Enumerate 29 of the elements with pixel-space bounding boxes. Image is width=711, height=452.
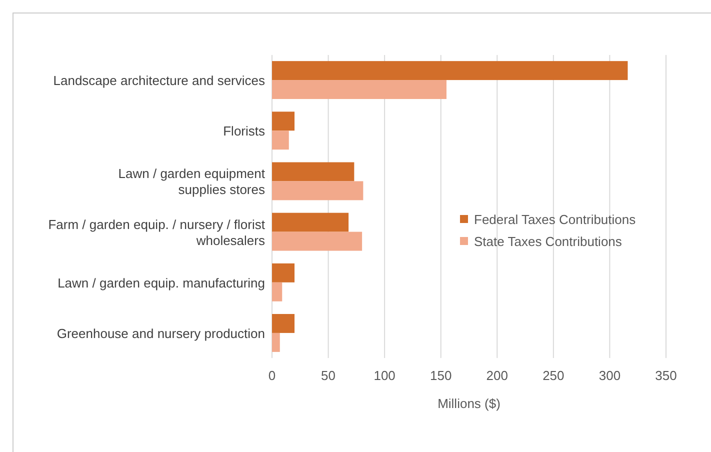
bar bbox=[272, 112, 295, 131]
bar bbox=[272, 80, 446, 100]
bar bbox=[272, 232, 362, 251]
y-tick-label: Greenhouse and nursery production bbox=[56, 326, 265, 341]
y-tick-label: Farm / garden equip. / nursery / florist wholesalers bbox=[48, 216, 266, 248]
bar bbox=[272, 61, 628, 80]
y-tick-label: Lawn / garden equipment supplies stores bbox=[118, 166, 266, 198]
x-tick-label: 150 bbox=[430, 368, 452, 383]
bar bbox=[272, 130, 289, 150]
legend-label: State Taxes Contributions bbox=[474, 234, 622, 249]
bar bbox=[272, 162, 354, 182]
x-tick-label: 250 bbox=[542, 368, 564, 383]
bar bbox=[272, 314, 295, 333]
x-tick-label: 0 bbox=[268, 368, 276, 383]
y-tick-label: Lawn / garden equip. manufacturing bbox=[58, 275, 265, 290]
x-tick-label: 300 bbox=[598, 368, 621, 383]
bar bbox=[272, 263, 295, 282]
y-tick-label: Florists bbox=[223, 124, 266, 139]
bar bbox=[272, 332, 280, 352]
x-tick-label: 100 bbox=[374, 368, 396, 383]
bar bbox=[272, 212, 349, 232]
x-tick-label: 350 bbox=[655, 368, 677, 383]
bar bbox=[272, 282, 282, 302]
x-tick-label: 200 bbox=[486, 368, 508, 383]
bar bbox=[272, 181, 364, 200]
x-axis-title: Millions ($) bbox=[438, 396, 500, 411]
x-tick-label: 50 bbox=[321, 368, 336, 383]
y-tick-label: Landscape architecture and services bbox=[53, 73, 266, 88]
legend-label: Federal Taxes Contributions bbox=[474, 212, 636, 227]
